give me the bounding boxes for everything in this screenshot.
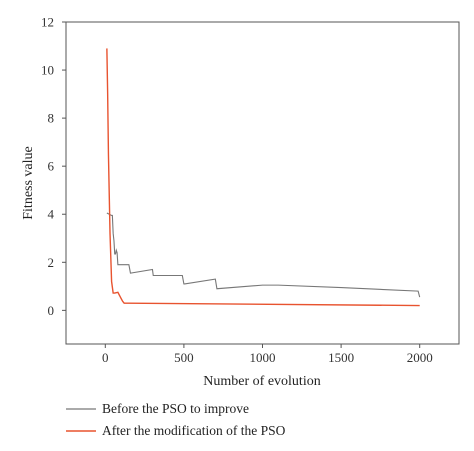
series-line-after-pso <box>106 48 420 307</box>
y-tick-label: 6 <box>48 159 55 174</box>
y-tick-label: 10 <box>41 63 54 78</box>
series-layer <box>106 48 421 307</box>
series-line-before-pso <box>106 212 421 298</box>
x-tick-label: 2000 <box>407 350 433 365</box>
legend: Before the PSO to improve After the modi… <box>66 401 286 438</box>
y-tick-label: 2 <box>48 255 55 270</box>
x-axis-ticks: 0 500 1000 1500 2000 <box>102 344 433 365</box>
legend-label-after: After the modification of the PSO <box>102 423 286 438</box>
y-tick-label: 4 <box>48 207 55 222</box>
y-tick-label: 12 <box>41 15 54 30</box>
y-tick-label: 0 <box>48 303 55 318</box>
legend-label-before: Before the PSO to improve <box>102 401 249 416</box>
y-tick-label: 8 <box>48 111 55 126</box>
x-tick-label: 1000 <box>250 350 276 365</box>
x-tick-label: 500 <box>174 350 194 365</box>
x-tick-label: 0 <box>102 350 109 365</box>
y-axis-label: Fitness value <box>21 146 36 220</box>
x-axis-label: Number of evolution <box>203 374 320 389</box>
x-tick-label: 1500 <box>328 350 354 365</box>
plot-frame <box>65 21 460 345</box>
y-axis-ticks: 0 2 4 6 8 10 12 <box>41 15 66 318</box>
